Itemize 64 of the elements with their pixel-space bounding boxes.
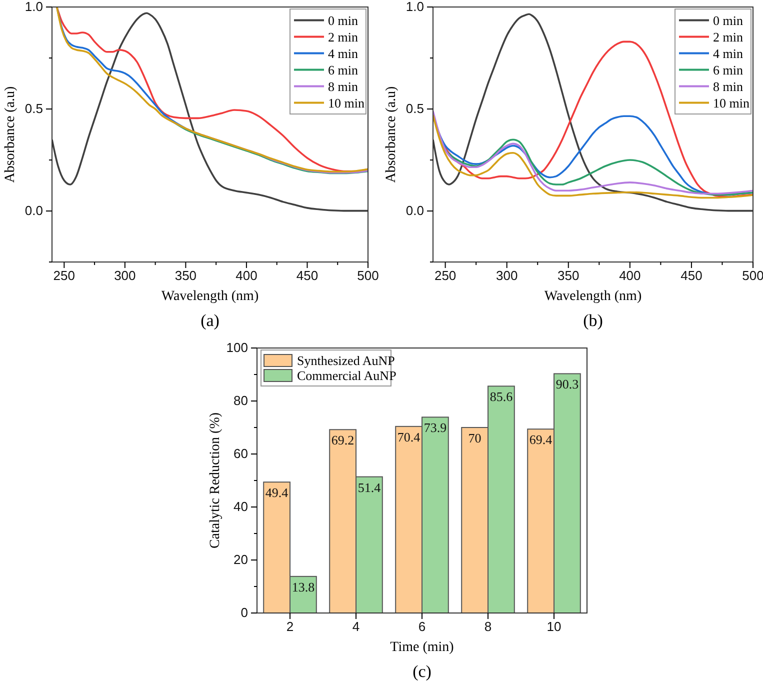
x-tick-label: 300 xyxy=(496,268,518,284)
x-axis-title: Time (min) xyxy=(390,640,454,655)
y-tick-label: 60 xyxy=(234,446,248,462)
x-tick-label: 400 xyxy=(619,268,641,284)
x-tick-label: 300 xyxy=(114,268,136,284)
y-tick-label: 100 xyxy=(226,340,248,356)
legend-label: Synthesized AuNP xyxy=(297,353,395,368)
x-tick-label: 450 xyxy=(680,268,702,284)
x-tick-label: 4 xyxy=(352,619,360,634)
line-series xyxy=(433,13,753,212)
y-axis-title: Absorbance (a.u) xyxy=(3,86,18,183)
legend-label: 2 min xyxy=(328,29,358,44)
legend-label: 8 min xyxy=(328,78,358,94)
data-label: 70.4 xyxy=(397,429,421,444)
y-tick-label: 0 xyxy=(240,605,248,620)
y-tick-label: 1.0 xyxy=(24,0,43,14)
x-tick-label: 500 xyxy=(357,268,379,284)
y-axis-title: Catalytic Reduction (%) xyxy=(208,412,223,549)
y-tick-label: 20 xyxy=(234,552,248,568)
x-axis-title: Wavelength (nm) xyxy=(161,289,259,304)
x-tick-label: 500 xyxy=(742,268,763,284)
legend-label: 2 min xyxy=(713,29,744,44)
text: (c) xyxy=(412,662,432,681)
data-label: 85.6 xyxy=(490,389,514,404)
data-label: 51.4 xyxy=(358,480,382,495)
data-label: 69.4 xyxy=(529,432,553,448)
x-tick-label: 10 xyxy=(546,619,562,634)
y-tick-label: 80 xyxy=(234,393,248,408)
x-tick-label: 8 xyxy=(484,619,492,634)
y-axis-title: Absorbance (a.u) xyxy=(384,86,399,183)
legend-label: 4 min xyxy=(713,46,744,61)
x-tick-label: 400 xyxy=(236,268,258,284)
data-label: 13.8 xyxy=(292,579,315,594)
legend-label: Commercial AuNP xyxy=(297,368,396,383)
legend-label: 10 min xyxy=(713,95,750,110)
legend-label: 6 min xyxy=(328,62,358,78)
x-tick-label: 450 xyxy=(296,268,318,284)
legend-label: 0 min xyxy=(713,12,744,28)
text: (a) xyxy=(200,311,220,330)
data-label: 90.3 xyxy=(556,376,579,392)
y-tick-label: 40 xyxy=(234,499,248,514)
legend-label: 8 min xyxy=(713,78,744,94)
x-tick-label: 250 xyxy=(53,268,76,284)
line-series xyxy=(52,12,368,212)
text: (b) xyxy=(583,311,603,330)
y-tick-label: 0.0 xyxy=(406,203,424,218)
x-tick-label: 350 xyxy=(558,268,580,284)
data-label: 70 xyxy=(468,430,482,446)
legend-label: 6 min xyxy=(713,62,744,78)
y-tick-label: 0.5 xyxy=(24,101,43,116)
legend-label: 0 min xyxy=(328,12,358,28)
x-tick-label: 250 xyxy=(434,268,456,284)
data-label: 69.2 xyxy=(331,432,354,448)
x-axis-title: Wavelength (nm) xyxy=(544,289,642,304)
data-label: 73.9 xyxy=(424,420,447,436)
legend-label: 4 min xyxy=(328,46,358,61)
y-tick-label: 1.0 xyxy=(406,0,424,14)
y-tick-label: 0.5 xyxy=(406,101,424,116)
x-tick-label: 2 xyxy=(286,619,294,634)
x-tick-label: 350 xyxy=(174,268,197,284)
legend-label: 10 min xyxy=(328,95,365,110)
y-tick-label: 0.0 xyxy=(24,203,43,218)
x-tick-label: 6 xyxy=(418,619,426,634)
data-label: 49.4 xyxy=(265,485,289,500)
